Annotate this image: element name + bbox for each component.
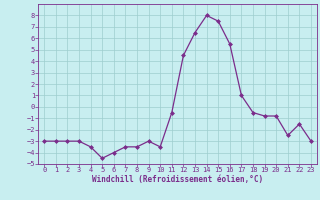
X-axis label: Windchill (Refroidissement éolien,°C): Windchill (Refroidissement éolien,°C) [92,175,263,184]
